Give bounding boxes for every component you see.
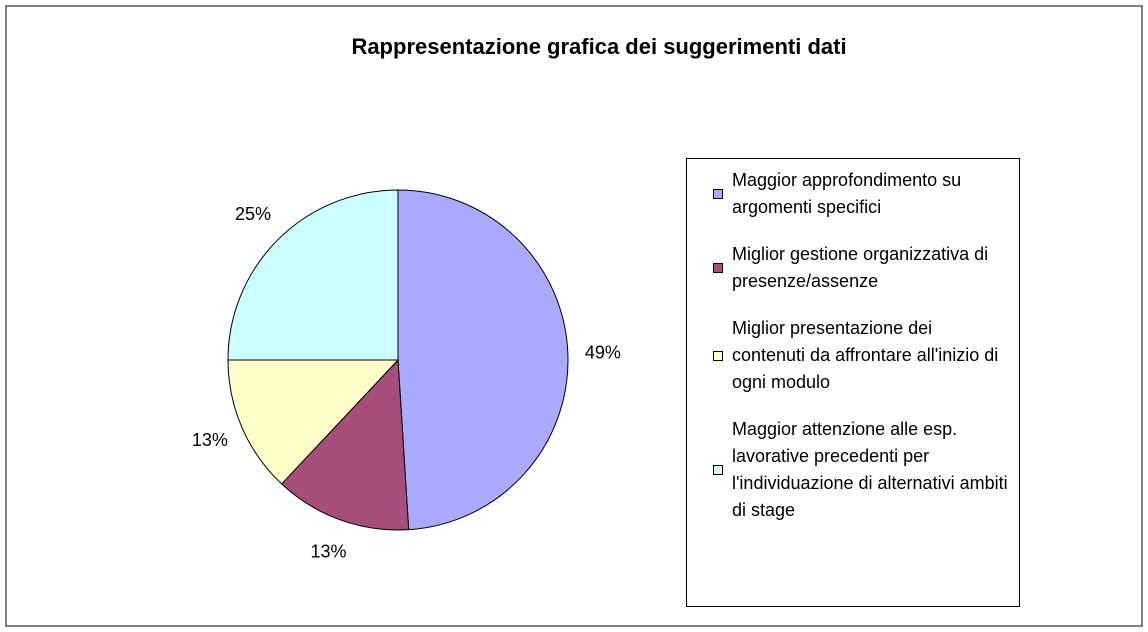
legend-label: Miglior gestione organizzativa di presen… (732, 244, 989, 291)
pie-slice (227, 359, 400, 485)
legend-swatch (713, 465, 723, 475)
legend-swatch (713, 263, 723, 273)
pie-slice (280, 358, 410, 531)
legend-label: Miglior presentazione dei contenuti da a… (732, 318, 999, 392)
pie-slice (397, 189, 569, 531)
legend-label: Maggior attenzione alle esp. lavorative … (732, 419, 1008, 520)
legend-label: Maggior approfondimento su argomenti spe… (732, 170, 962, 217)
legend: Maggior approfondimento su argomenti spe… (686, 158, 1020, 607)
legend-item: Miglior presentazione dei contenuti da a… (713, 315, 1009, 396)
legend-swatch (713, 350, 723, 361)
legend-item: Maggior attenzione alle esp. lavorative … (713, 416, 1009, 524)
pie-slice (227, 189, 399, 361)
legend-item: Maggior approfondimento su argomenti spe… (713, 167, 1009, 221)
data-label: 13% (311, 542, 347, 562)
legend-item: Miglior gestione organizzativa di presen… (713, 241, 1009, 295)
data-label: 13% (192, 430, 228, 450)
data-label: 49% (585, 342, 621, 362)
data-label: 25% (235, 204, 271, 224)
chart-title: Rappresentazione grafica dei suggeriment… (351, 34, 846, 59)
legend-swatch (713, 189, 723, 199)
